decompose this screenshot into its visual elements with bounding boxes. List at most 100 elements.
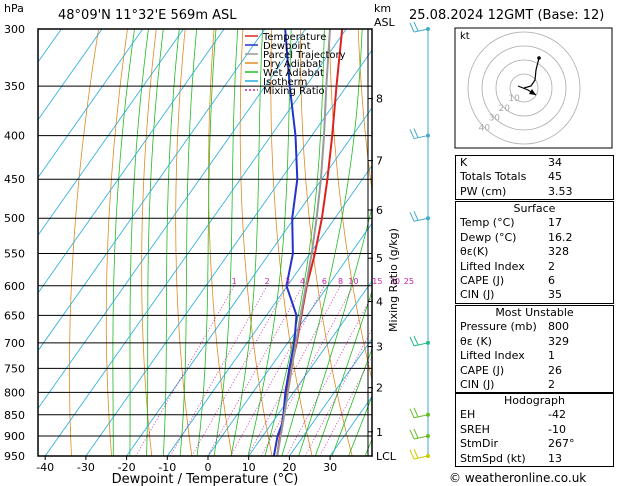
table-row: CIN (J) 2	[456, 378, 613, 392]
surface-label: Temp (°C)	[460, 216, 515, 230]
wind-barb-flag	[409, 212, 415, 222]
pressure-tick-label: 450	[4, 173, 25, 186]
table-row: Pressure (mb) 800	[456, 320, 613, 334]
wind-barb-flag	[413, 428, 419, 439]
mu-label: CAPE (J)	[460, 363, 505, 377]
mixing-ratio-line	[304, 328, 372, 456]
hodograph-box	[454, 27, 613, 149]
km-tick-label: 7	[376, 155, 383, 168]
wet-adiabat	[129, 29, 149, 456]
wind-barb	[409, 448, 430, 460]
surface-value: 328	[548, 245, 569, 259]
wind-barb-staff	[413, 435, 429, 440]
table-row: SREH -10	[456, 423, 613, 437]
legend-entry-dewpoint: Dewpoint	[263, 41, 311, 52]
table-row: StmDir 267°	[456, 437, 613, 451]
x-tick-label: -30	[77, 461, 95, 474]
surface-label: Dewp (°C)	[460, 230, 517, 244]
dry-adiabat	[270, 29, 313, 456]
mu-label: Pressure (mb)	[460, 320, 537, 334]
pressure-tick-label: 800	[4, 386, 25, 399]
table-row: CIN (J) 35	[456, 288, 613, 302]
isotherm	[248, 280, 372, 456]
mixing-ratio-label: 8	[338, 277, 343, 286]
table-row: EH -42	[456, 408, 613, 422]
mixing-ratio-line	[207, 285, 303, 456]
table-row: Totals Totals 45	[456, 170, 613, 184]
surface-value: 17	[548, 216, 562, 230]
dry-adiabat	[105, 29, 128, 456]
wind-barb-staff	[413, 414, 429, 419]
wind-barb	[409, 335, 430, 347]
wet-adiabat	[264, 29, 325, 456]
mu-value: 1	[548, 349, 555, 363]
isotherm	[44, 29, 347, 456]
pressure-tick-label: 700	[4, 337, 25, 350]
x-tick-label: -10	[158, 461, 176, 474]
mixing-ratio-label: 10	[348, 277, 358, 286]
hodo-label: EH	[460, 408, 476, 422]
pressure-tick-label: 550	[4, 248, 25, 261]
surface-value: 2	[548, 259, 555, 273]
wind-barb	[409, 128, 430, 140]
mu-value: 800	[548, 320, 569, 334]
profile-parcel-trajectory	[276, 29, 331, 456]
mu-value: 2	[548, 377, 555, 391]
hodograph-unit-label: kt	[460, 31, 470, 42]
table-row: Dewp (°C) 16.2	[456, 231, 613, 245]
hodograph-ring-label: 30	[489, 114, 501, 124]
wind-barb-staff	[413, 217, 429, 222]
asl-label: ASL	[374, 16, 395, 29]
table-row: CAPE (J) 6	[456, 274, 613, 288]
surface-value: 35	[548, 288, 562, 302]
mixing-ratio-label: 6	[322, 277, 327, 286]
wet-adiabat	[281, 29, 363, 456]
wet-adiabat	[179, 29, 198, 456]
hodograph-trace	[523, 57, 540, 89]
wind-barb-flag	[409, 429, 415, 440]
km-tick-label: 4	[376, 295, 383, 308]
legend-entry-parcel-trajectory: Parcel Trajectory	[263, 50, 346, 61]
isotherm	[85, 49, 372, 456]
x-tick-label: 0	[205, 461, 212, 474]
table-row: CAPE (J) 26	[456, 364, 613, 378]
dry-adiabat	[69, 29, 100, 456]
pressure-tick-label: 350	[4, 80, 25, 93]
hodograph-ring-label: 10	[508, 94, 520, 104]
km-tick-label: 1	[376, 426, 383, 439]
hodograph-ring	[467, 31, 581, 145]
surface-label: Lifted Index	[460, 259, 525, 273]
isotherm	[38, 29, 306, 410]
wind-barb-staff	[413, 342, 429, 347]
mixing-ratio-label: 1	[232, 277, 237, 286]
index-value: 34	[548, 156, 562, 169]
wind-barb-staff	[413, 28, 429, 33]
index-label: PW (cm)	[460, 184, 507, 198]
wind-barb-flag	[409, 449, 415, 460]
wind-barb-flag	[413, 335, 419, 346]
mixing-ratio-label: 20	[390, 277, 400, 286]
legend-entry-dry-adiabat: Dry Adiabat	[263, 59, 322, 70]
pressure-tick-label: 900	[4, 430, 25, 443]
wind-barb-flag	[413, 21, 419, 32]
pressure-unit-label: hPa	[4, 2, 24, 15]
isotherm	[38, 29, 266, 352]
hodo-label: StmDir	[460, 437, 499, 451]
hodograph-title: Hodograph	[504, 394, 565, 407]
surface-label: θε(K)	[460, 245, 489, 259]
wet-adiabat	[298, 205, 372, 456]
hodograph-ring	[481, 45, 567, 131]
mu-value: 329	[548, 334, 569, 348]
copyright: © weatheronline.co.uk	[449, 471, 587, 485]
pressure-tick-label: 750	[4, 362, 25, 375]
km-label: km	[374, 2, 392, 15]
isotherm	[38, 29, 103, 121]
index-label: Totals Totals	[460, 170, 527, 184]
most-unstable-table: Most Unstable Pressure (mb) 800 θε (K) 329…	[455, 305, 614, 394]
mixing-ratio-line	[191, 285, 288, 456]
hodo-value: -42	[548, 408, 566, 422]
x-axis-title: Dewpoint / Temperature (°C)	[112, 472, 299, 486]
pressure-tick-label: 300	[4, 23, 25, 36]
isotherm	[38, 29, 225, 294]
